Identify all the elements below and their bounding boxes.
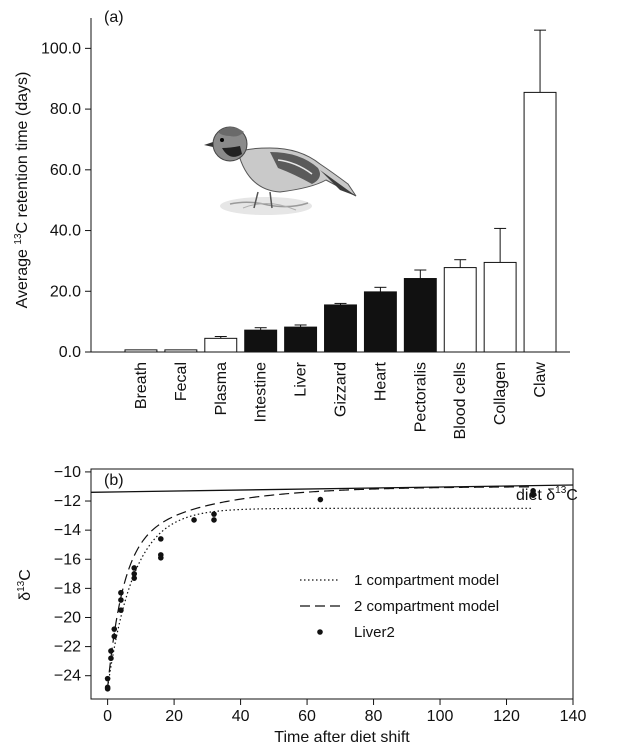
x-tick-label-b: 40 bbox=[232, 708, 250, 725]
x-ticks-b: 0 20 40 60 80 100 120 140 bbox=[103, 699, 586, 725]
x-tick-label-b: 120 bbox=[493, 708, 520, 725]
x-tick-label-a: Plasma bbox=[213, 362, 230, 415]
bars-a bbox=[124, 29, 557, 353]
liver2-point bbox=[317, 496, 324, 503]
x-tick-label-b: 0 bbox=[103, 708, 112, 725]
bar-liver bbox=[284, 326, 318, 353]
bar-intestine bbox=[244, 329, 278, 353]
legend-label-model-1: 1 compartment model bbox=[354, 572, 499, 589]
x-tick-label-b: 60 bbox=[298, 708, 316, 725]
x-axis-label-b: Time after diet shift bbox=[274, 729, 410, 746]
bar-collagen bbox=[483, 261, 517, 353]
liver2-point bbox=[211, 517, 217, 523]
y-tick-label-b: −16 bbox=[54, 551, 81, 568]
x-tick-label-a: Heart bbox=[372, 361, 389, 401]
x-tick-label-a: Breath bbox=[133, 362, 150, 409]
liver2-point bbox=[104, 675, 111, 682]
bar-pectoralis bbox=[403, 278, 437, 353]
x-tick-label-a: Claw bbox=[532, 362, 549, 398]
legend-swatch-liver2 bbox=[317, 629, 323, 635]
liver2-point bbox=[530, 488, 536, 494]
bar-heart bbox=[363, 291, 397, 353]
plot-frame-b bbox=[90, 468, 574, 700]
model-1-curve bbox=[107, 507, 534, 688]
x-tick-label-a: Pectoralis bbox=[412, 362, 429, 432]
y-tick-label-a: 0.0 bbox=[59, 344, 81, 361]
liver2-point bbox=[158, 536, 164, 542]
liver2-point bbox=[104, 686, 111, 692]
liver2-point bbox=[158, 554, 164, 561]
y-tick-label-b: −24 bbox=[54, 668, 81, 685]
liver2-point bbox=[211, 511, 217, 517]
bar-breath bbox=[124, 349, 158, 353]
bar-claw bbox=[523, 91, 557, 353]
x-tick-label-b: 20 bbox=[165, 708, 183, 725]
legend-label-model-2: 2 compartment model bbox=[354, 598, 499, 615]
liver2-point bbox=[111, 626, 118, 632]
legend-b: 1 compartment model 2 compartment model … bbox=[300, 572, 499, 641]
liver2-point bbox=[131, 575, 138, 581]
liver2-point bbox=[131, 565, 138, 571]
liver2-points bbox=[104, 488, 536, 692]
y-tick-label-a: 80.0 bbox=[50, 101, 81, 118]
x-tick-label-a: Gizzard bbox=[333, 362, 350, 417]
y-ticks-b: −24 −22 −20 −18 −16 −14 −12 −10 bbox=[54, 464, 91, 685]
x-tick-label-a: Intestine bbox=[253, 362, 270, 423]
x-tick-label-a: Blood cells bbox=[452, 362, 469, 439]
bar-plasma bbox=[204, 337, 238, 353]
x-tick-label-b: 140 bbox=[560, 708, 587, 725]
liver2-point bbox=[118, 589, 124, 596]
y-tick-label-b: −10 bbox=[54, 464, 81, 481]
y-tick-label-a: 20.0 bbox=[50, 283, 81, 300]
y-tick-label-b: −20 bbox=[54, 609, 81, 626]
legend-label-liver2: Liver2 bbox=[354, 624, 395, 641]
diet-line bbox=[90, 484, 574, 493]
y-tick-label-b: −12 bbox=[54, 493, 81, 510]
diet-line-label: diet δ13C bbox=[516, 485, 578, 504]
x-tick-label-b: 100 bbox=[427, 708, 454, 725]
x-tick-label-a: Liver bbox=[293, 361, 310, 396]
liver2-point bbox=[108, 655, 114, 662]
y-tick-label-b: −22 bbox=[54, 639, 81, 656]
bar-blood-cells bbox=[443, 267, 477, 353]
y-tick-label-a: 60.0 bbox=[50, 162, 81, 179]
panel-a: (a) 0.0 20.0 40.0 60.0 80.0 100.0 Breath Fecal… bbox=[13, 9, 570, 439]
y-tick-label-a: 100.0 bbox=[41, 40, 81, 57]
y-tick-label-b: −14 bbox=[54, 522, 81, 539]
panel-b: (b) −24 −22 −20 −18 −16 −14 −12 −10 0 20 40 60 80 10… bbox=[16, 464, 586, 746]
bar-fecal bbox=[164, 349, 198, 353]
liver2-point bbox=[118, 607, 124, 614]
panel-a-label: (a) bbox=[104, 9, 124, 26]
model-2-curve bbox=[107, 486, 534, 688]
liver2-point bbox=[191, 517, 197, 523]
y-axis-label-a: Average 13C retention time (days) bbox=[13, 72, 31, 309]
y-ticks-a: 0.0 20.0 40.0 60.0 80.0 100.0 bbox=[41, 40, 91, 361]
x-tick-label-a: Fecal bbox=[173, 362, 190, 401]
x-tick-label-b: 80 bbox=[365, 708, 383, 725]
y-tick-label-a: 40.0 bbox=[50, 223, 81, 240]
liver2-point bbox=[108, 648, 114, 654]
y-tick-label-b: −18 bbox=[54, 580, 81, 597]
sparrow-illustration bbox=[204, 126, 357, 215]
bar-gizzard bbox=[324, 304, 357, 353]
x-tick-labels-a: Breath Fecal Plasma Intestine Liver Gizzard He… bbox=[133, 361, 549, 439]
panel-b-label: (b) bbox=[104, 472, 124, 489]
y-axis-label-b: δ13C bbox=[16, 569, 34, 601]
liver2-point bbox=[111, 633, 118, 640]
liver2-point bbox=[131, 571, 138, 577]
liver2-point bbox=[118, 597, 124, 603]
x-tick-label-a: Collagen bbox=[492, 362, 509, 425]
liver2-point bbox=[530, 492, 536, 499]
